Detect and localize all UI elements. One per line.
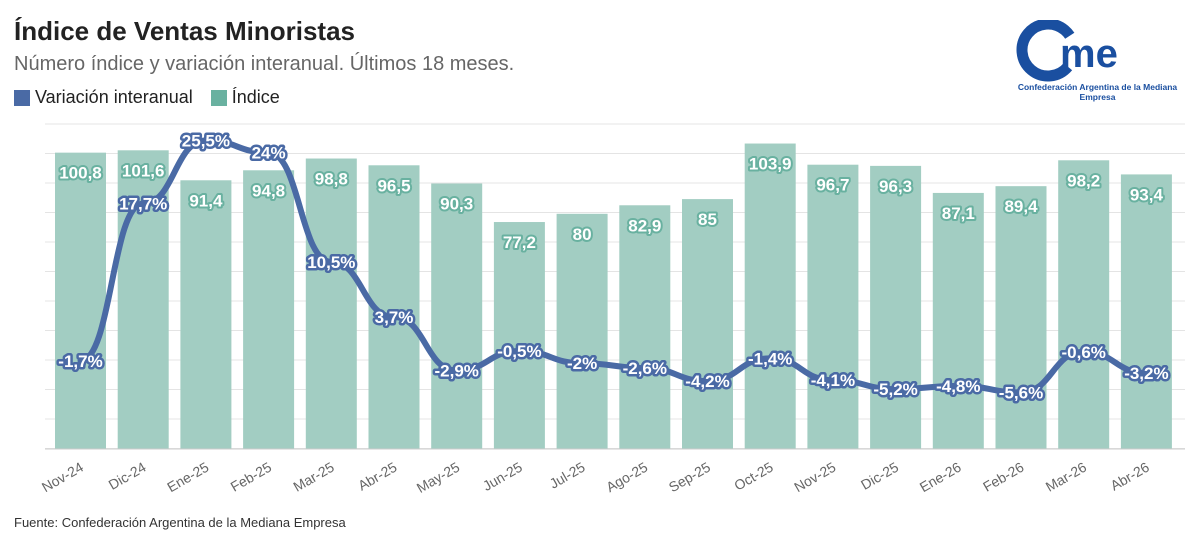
x-tick-label: Sep-25 <box>666 459 713 496</box>
legend-label-variacion: Variación interanual <box>35 87 193 107</box>
legend-swatch-variacion <box>14 89 30 106</box>
x-tick-labels: Nov-24 Dic-24 Ene-25 Feb-25 Mar-25 Abr-25 May-… <box>39 459 1152 496</box>
line-value-label: -4,8% <box>936 377 980 396</box>
bar-value-label: 96,3 <box>879 177 912 196</box>
x-tick-label: Oct-25 <box>731 459 776 494</box>
legend-swatch-indice <box>210 89 227 106</box>
line-value-label: -5,6% <box>999 383 1043 402</box>
bar-value-label: 96,7 <box>816 176 849 195</box>
bar <box>180 180 232 449</box>
svg-text:me: me <box>1060 32 1118 76</box>
x-tick-label: Ene-25 <box>164 459 211 496</box>
bar <box>117 150 169 449</box>
line-value-label: -2,9% <box>434 361 478 380</box>
x-tick-label: Dic-24 <box>106 459 149 493</box>
bar-value-label: 103,9 <box>749 155 792 174</box>
legend-label-indice: Índice <box>231 87 280 107</box>
bar-value-label: 90,3 <box>440 195 473 214</box>
line-value-label: -4,1% <box>811 371 855 390</box>
bar <box>619 205 671 449</box>
bar-value-label: 80 <box>573 225 592 244</box>
bar-value-label: 93,4 <box>1130 185 1164 204</box>
legend: Variación interanual Índice <box>14 87 298 108</box>
line-value-label: -1,4% <box>748 349 792 368</box>
x-tick-label: Ago-25 <box>603 459 650 496</box>
x-tick-label: Ene-26 <box>917 459 964 496</box>
bar <box>305 158 357 449</box>
bar-value-label: 91,4 <box>189 191 223 210</box>
line-value-label: -1,7% <box>58 352 102 371</box>
legend-item-indice: Índice <box>210 87 280 108</box>
x-tick-label: Jul-25 <box>547 459 588 492</box>
bar <box>995 186 1047 449</box>
bar-value-label: 100,8 <box>59 164 102 183</box>
source-note: Fuente: Confederación Argentina de la Me… <box>14 515 346 530</box>
bar <box>870 165 922 450</box>
bar <box>431 183 483 449</box>
line-value-label: 10,5% <box>307 253 355 272</box>
line-value-label: -4,2% <box>685 372 729 391</box>
x-tick-label: Mar-26 <box>1043 459 1090 495</box>
line-value-label: -5,2% <box>873 380 917 399</box>
x-tick-label: Feb-26 <box>980 459 1027 495</box>
x-tick-label: Dic-25 <box>858 459 901 493</box>
x-tick-label: Abr-25 <box>355 459 400 494</box>
x-tick-label: Jun-25 <box>480 459 525 494</box>
x-tick-label: Feb-25 <box>228 459 275 495</box>
x-tick-label: Abr-26 <box>1107 459 1152 494</box>
bar-value-label: 94,8 <box>252 181 285 200</box>
x-tick-label: May-25 <box>414 459 463 496</box>
bar <box>682 199 733 449</box>
bar <box>243 170 295 449</box>
bar-value-label: 98,8 <box>315 170 348 189</box>
bar-series <box>55 143 1172 450</box>
x-tick-label: Nov-24 <box>39 459 86 496</box>
line-value-label: -2% <box>567 354 597 373</box>
chart-subtitle: Número índice y variación interanual. Úl… <box>14 53 515 75</box>
line-series <box>77 137 1150 396</box>
bar-value-label: 101,6 <box>122 161 165 180</box>
bar <box>807 164 859 449</box>
bar <box>932 192 984 449</box>
line-value-label: -3,2% <box>1124 364 1168 383</box>
bar-labels: 100,8 101,6 91,4 94,8 98,8 96,5 90,3 77,2 80 82,9… <box>57 153 1165 254</box>
line-value-label: 17,7% <box>119 195 167 214</box>
bar <box>55 152 106 449</box>
line-value-label: -0,6% <box>1061 343 1105 362</box>
bar-value-label: 89,4 <box>1004 197 1038 216</box>
x-tick-label: Nov-25 <box>791 459 838 496</box>
line-value-label: 3,7% <box>375 308 414 327</box>
line-value-label: -2,6% <box>623 359 667 378</box>
x-tick-label: Mar-25 <box>290 459 337 495</box>
bar <box>744 143 796 449</box>
bar-value-label: 77,2 <box>503 233 536 252</box>
bar <box>1058 160 1110 450</box>
bar-value-label: 87,1 <box>942 204 975 223</box>
logo-caption: Confederación Argentina de la Mediana Em… <box>1017 82 1178 102</box>
bar-value-label: 82,9 <box>628 216 661 235</box>
line-labels: -1,7% 17,7% 25,5% 24% 10,5% 3,7% -2,9% -0,5% -2%… <box>56 129 1171 405</box>
came-logo: me <box>1016 20 1118 82</box>
bar <box>556 213 608 449</box>
bar <box>1120 174 1172 450</box>
bar <box>493 222 545 449</box>
bar-value-label: 85 <box>698 210 717 229</box>
chart-title: Índice de Ventas Minoristas <box>14 16 355 46</box>
legend-item-variacion: Variación interanual <box>14 87 193 108</box>
line-value-label: 25,5% <box>182 131 230 150</box>
line-value-label: -0,5% <box>497 342 541 361</box>
line-value-label: 24% <box>252 144 286 163</box>
bar-value-label: 98,2 <box>1067 171 1100 190</box>
bar-value-label: 96,5 <box>377 176 410 195</box>
